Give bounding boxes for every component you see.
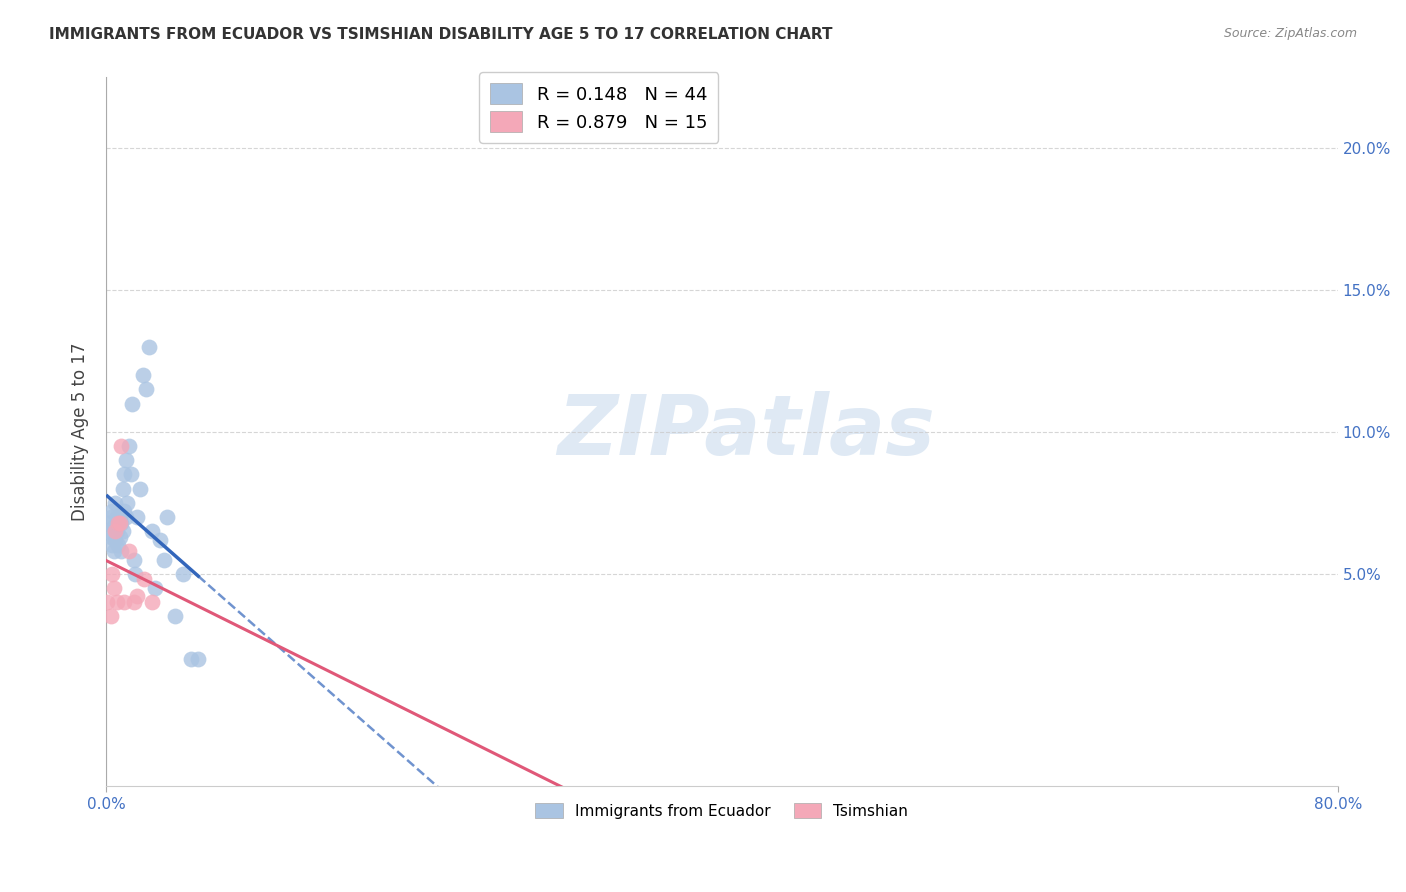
Point [125, 510, 148, 524]
Point [111, 482, 134, 496]
Point [156, 510, 179, 524]
Point [153, 552, 176, 566]
Point [100, 609, 122, 624]
Legend: Immigrants from Ecuador, Tsimshian: Immigrants from Ecuador, Tsimshian [529, 797, 914, 825]
Point [122, 595, 145, 609]
Point [96, 524, 118, 539]
Point [121, 396, 143, 410]
Point [100, 530, 122, 544]
Point [110, 544, 132, 558]
Point [165, 609, 187, 624]
Point [107, 516, 129, 530]
Point [141, 524, 163, 539]
Point [103, 581, 125, 595]
Point [111, 524, 134, 539]
Point [172, 566, 194, 581]
Text: Source: ZipAtlas.com: Source: ZipAtlas.com [1223, 27, 1357, 40]
Point [103, 544, 125, 558]
Point [149, 533, 172, 547]
Point [180, 652, 202, 666]
Point [122, 552, 145, 566]
Point [105, 510, 128, 524]
Point [101, 538, 124, 552]
Point [124, 566, 146, 581]
Point [135, 383, 157, 397]
Point [101, 566, 124, 581]
Point [104, 524, 127, 539]
Point [105, 595, 128, 609]
Y-axis label: Disability Age 5 to 17: Disability Age 5 to 17 [72, 343, 89, 521]
Point [108, 516, 131, 530]
Point [100, 510, 122, 524]
Point [115, 510, 138, 524]
Point [120, 467, 142, 482]
Point [110, 516, 132, 530]
Point [112, 504, 135, 518]
Point [128, 482, 150, 496]
Text: ZIPatlas: ZIPatlas [558, 392, 935, 473]
Point [141, 595, 163, 609]
Point [108, 510, 131, 524]
Point [96, 595, 118, 609]
Point [112, 595, 135, 609]
Point [134, 573, 156, 587]
Point [98, 516, 121, 530]
Point [110, 439, 132, 453]
Point [143, 581, 166, 595]
Point [115, 453, 138, 467]
Point [125, 590, 148, 604]
Point [118, 439, 141, 453]
Point [105, 524, 128, 539]
Point [138, 340, 160, 354]
Point [104, 496, 127, 510]
Point [107, 516, 129, 530]
Point [132, 368, 155, 383]
Point [107, 538, 129, 552]
Point [187, 652, 209, 666]
Point [108, 530, 131, 544]
Text: IMMIGRANTS FROM ECUADOR VS TSIMSHIAN DISABILITY AGE 5 TO 17 CORRELATION CHART: IMMIGRANTS FROM ECUADOR VS TSIMSHIAN DIS… [49, 27, 832, 42]
Point [103, 518, 125, 533]
Point [118, 544, 141, 558]
Point [101, 504, 124, 518]
Point [112, 467, 135, 482]
Point [117, 496, 139, 510]
Point [104, 533, 127, 547]
